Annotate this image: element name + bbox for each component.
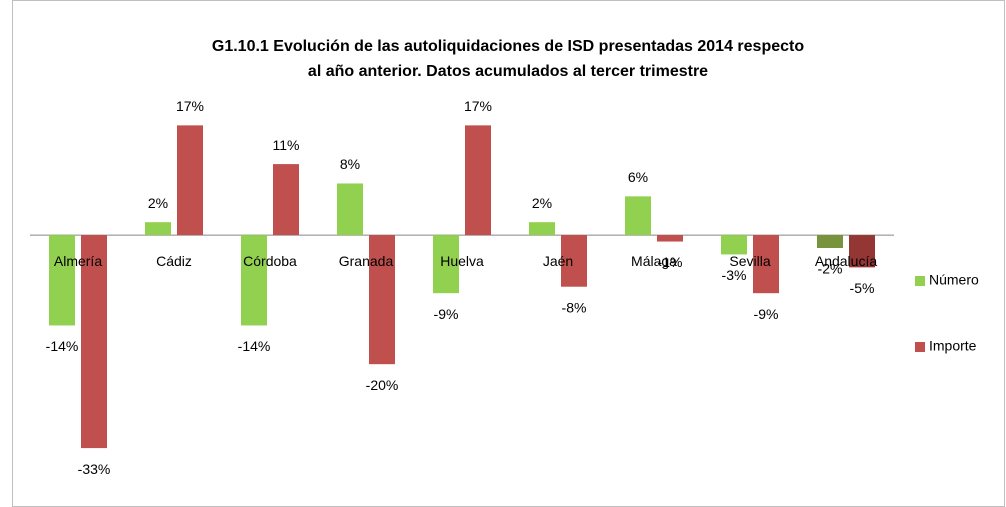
data-label: -2% — [818, 261, 843, 277]
data-label: -20% — [366, 377, 399, 393]
bar — [81, 235, 107, 449]
data-label: -33% — [78, 461, 111, 477]
bar — [529, 222, 555, 236]
data-label: -1% — [658, 254, 683, 270]
data-label: -14% — [46, 338, 79, 354]
legend-swatch — [915, 342, 925, 352]
x-tick-label: Andalucía — [815, 253, 877, 269]
chart-title: al año anterior. Datos acumulados al ter… — [308, 63, 708, 80]
bar — [433, 235, 459, 294]
bar — [241, 235, 267, 326]
bar — [337, 183, 363, 236]
data-label: -8% — [562, 299, 587, 315]
x-tick-label: Huelva — [440, 253, 484, 269]
legend-label: Número — [929, 272, 979, 288]
bar — [625, 196, 651, 236]
data-label: -3% — [722, 267, 747, 283]
bar — [465, 125, 491, 236]
bar — [753, 235, 779, 294]
x-tick-label: Granada — [339, 253, 394, 269]
data-label: -14% — [238, 338, 271, 354]
data-label: 2% — [148, 195, 168, 211]
bar — [177, 125, 203, 236]
legend-label: Importe — [929, 338, 977, 354]
bar — [369, 235, 395, 365]
x-tick-label: Sevilla — [729, 253, 770, 269]
data-label: -9% — [434, 306, 459, 322]
bar — [721, 235, 747, 255]
legend-swatch — [915, 276, 925, 286]
bar — [817, 235, 843, 248]
bar — [561, 235, 587, 287]
bar — [657, 235, 683, 242]
chart-frame — [12, 0, 1005, 507]
bar — [145, 222, 171, 236]
data-label: -5% — [850, 280, 875, 296]
chart-title: G1.10.1 Evolución de las autoliquidacion… — [212, 38, 804, 55]
bar — [849, 235, 875, 268]
data-label: 8% — [340, 156, 360, 172]
data-label: 17% — [176, 98, 204, 114]
data-label: 6% — [628, 169, 648, 185]
x-tick-label: Almería — [54, 253, 102, 269]
x-tick-label: Cádiz — [156, 253, 192, 269]
bar — [273, 164, 299, 236]
data-label: 2% — [532, 195, 552, 211]
bar — [49, 235, 75, 326]
data-label: 17% — [464, 98, 492, 114]
x-tick-label: Jaén — [543, 253, 573, 269]
x-tick-label: Córdoba — [243, 253, 297, 269]
data-label: 11% — [273, 137, 300, 153]
data-label: -9% — [754, 306, 779, 322]
x-tick-label: Málaga — [631, 253, 677, 269]
